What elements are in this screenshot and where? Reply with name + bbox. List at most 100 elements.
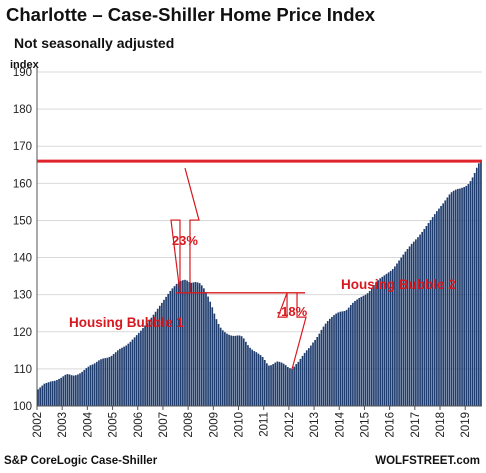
bar bbox=[452, 190, 455, 406]
bar bbox=[129, 341, 132, 406]
annotations: Housing Bubble 1 Housing Bubble 2 23% -18% bbox=[37, 159, 482, 370]
bar bbox=[293, 366, 295, 406]
bar bbox=[391, 269, 394, 406]
bar bbox=[64, 374, 67, 406]
bar bbox=[475, 167, 478, 406]
y-tick-label: 180 bbox=[13, 104, 32, 116]
bar bbox=[154, 311, 157, 406]
bar bbox=[364, 294, 367, 406]
bar bbox=[442, 203, 445, 406]
bar bbox=[108, 357, 111, 406]
bar bbox=[314, 339, 316, 406]
bar bbox=[326, 321, 329, 406]
bar bbox=[417, 237, 419, 406]
bar bbox=[240, 336, 243, 406]
bar bbox=[224, 332, 226, 406]
bar bbox=[394, 266, 396, 406]
bar bbox=[68, 374, 71, 406]
up-arrow bbox=[170, 167, 200, 293]
down-arrow bbox=[277, 292, 307, 370]
bar bbox=[429, 220, 432, 406]
bar bbox=[196, 282, 199, 406]
bar bbox=[423, 228, 426, 406]
bar bbox=[257, 353, 260, 406]
bar bbox=[284, 365, 287, 406]
x-tick-label: 2003 bbox=[57, 412, 69, 438]
bar bbox=[228, 334, 230, 406]
bar bbox=[322, 326, 325, 406]
bar bbox=[440, 205, 442, 406]
bar bbox=[373, 285, 375, 406]
bar bbox=[335, 313, 337, 406]
bar bbox=[379, 278, 382, 406]
bar bbox=[450, 192, 453, 406]
bar bbox=[148, 320, 151, 406]
bar bbox=[100, 359, 102, 406]
bar bbox=[211, 307, 214, 406]
bar bbox=[169, 290, 172, 406]
bar bbox=[116, 350, 119, 406]
bar bbox=[454, 189, 457, 406]
bar bbox=[167, 293, 170, 406]
bar bbox=[242, 338, 245, 406]
bar bbox=[60, 377, 62, 406]
bar bbox=[106, 357, 109, 406]
bar bbox=[158, 305, 161, 406]
x-tick-label: 2013 bbox=[309, 412, 321, 438]
bar bbox=[190, 282, 193, 406]
bar bbox=[289, 368, 291, 406]
bar bbox=[127, 343, 130, 406]
bar bbox=[270, 365, 272, 406]
y-axis-label: index bbox=[10, 59, 39, 71]
bar bbox=[179, 280, 182, 406]
bar bbox=[163, 299, 165, 406]
axes bbox=[36, 68, 482, 410]
bar bbox=[66, 374, 69, 406]
bar bbox=[467, 184, 470, 406]
bar bbox=[156, 308, 159, 406]
bar bbox=[192, 282, 195, 406]
bar bbox=[186, 280, 188, 406]
bar bbox=[247, 345, 249, 406]
bar bbox=[112, 354, 115, 406]
bar bbox=[339, 311, 342, 406]
bar bbox=[104, 358, 107, 406]
bar bbox=[51, 381, 54, 406]
bar bbox=[255, 352, 258, 406]
bar bbox=[316, 336, 319, 406]
bar bbox=[56, 380, 58, 406]
bar bbox=[459, 188, 461, 406]
annotation-decline-pct: -18% bbox=[277, 304, 308, 319]
bar bbox=[444, 200, 447, 406]
bar bbox=[150, 317, 153, 406]
y-tick-label: 170 bbox=[13, 141, 32, 153]
bar bbox=[261, 357, 264, 406]
bar bbox=[343, 310, 346, 406]
bar bbox=[425, 226, 428, 406]
bar bbox=[291, 368, 293, 406]
bar bbox=[249, 347, 251, 406]
bar bbox=[39, 387, 41, 406]
bar bbox=[389, 270, 392, 406]
bar bbox=[207, 296, 209, 406]
bar bbox=[274, 362, 277, 406]
x-tick-label: 2017 bbox=[410, 412, 422, 438]
bar bbox=[238, 335, 241, 406]
bar bbox=[131, 339, 134, 406]
bar bbox=[70, 375, 73, 406]
bar bbox=[203, 288, 205, 406]
bar bbox=[43, 383, 46, 406]
bar bbox=[465, 185, 468, 406]
bar bbox=[383, 275, 386, 406]
bar bbox=[299, 358, 302, 406]
bar bbox=[473, 172, 476, 406]
bar bbox=[404, 251, 407, 406]
y-tick-label: 140 bbox=[13, 253, 32, 265]
bar bbox=[268, 365, 270, 406]
bar bbox=[280, 362, 283, 406]
bar bbox=[412, 241, 415, 406]
bar bbox=[318, 333, 321, 406]
bar bbox=[358, 298, 361, 406]
bar bbox=[402, 254, 405, 406]
bar bbox=[421, 231, 424, 406]
